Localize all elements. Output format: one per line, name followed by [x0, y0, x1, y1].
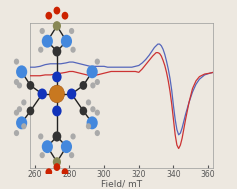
Circle shape [95, 110, 100, 116]
Circle shape [53, 157, 61, 167]
Circle shape [70, 133, 76, 139]
Circle shape [52, 71, 62, 82]
Circle shape [14, 79, 19, 85]
Circle shape [69, 152, 74, 158]
Circle shape [40, 152, 45, 158]
Circle shape [49, 85, 64, 103]
Circle shape [87, 65, 98, 78]
Circle shape [40, 28, 45, 34]
Circle shape [52, 105, 62, 116]
Circle shape [46, 12, 52, 20]
Circle shape [80, 81, 87, 90]
Circle shape [62, 12, 68, 20]
Circle shape [42, 35, 53, 48]
Circle shape [17, 82, 22, 88]
Circle shape [62, 168, 68, 176]
Circle shape [52, 46, 61, 57]
Circle shape [27, 81, 34, 90]
Circle shape [46, 168, 52, 176]
Circle shape [17, 106, 22, 112]
Circle shape [95, 130, 100, 136]
Circle shape [95, 79, 100, 85]
Circle shape [86, 99, 91, 105]
Circle shape [80, 107, 87, 115]
Circle shape [21, 99, 27, 105]
Circle shape [38, 47, 43, 53]
Circle shape [21, 123, 27, 129]
Circle shape [53, 21, 61, 31]
Circle shape [69, 28, 74, 34]
Circle shape [95, 59, 100, 65]
Circle shape [14, 130, 19, 136]
Circle shape [14, 110, 19, 116]
Circle shape [67, 88, 76, 99]
X-axis label: Field/ mT: Field/ mT [101, 180, 142, 189]
Circle shape [54, 7, 60, 15]
Circle shape [87, 116, 98, 129]
Circle shape [38, 133, 43, 139]
Circle shape [70, 47, 76, 53]
Circle shape [90, 82, 96, 88]
Circle shape [42, 140, 53, 153]
Circle shape [14, 59, 19, 65]
Circle shape [61, 140, 72, 153]
Circle shape [54, 163, 60, 171]
Circle shape [52, 131, 61, 142]
Circle shape [90, 106, 96, 112]
Circle shape [61, 35, 72, 48]
Circle shape [86, 123, 91, 129]
Circle shape [16, 116, 27, 129]
Circle shape [27, 107, 34, 115]
Circle shape [37, 88, 47, 99]
Circle shape [16, 65, 27, 78]
